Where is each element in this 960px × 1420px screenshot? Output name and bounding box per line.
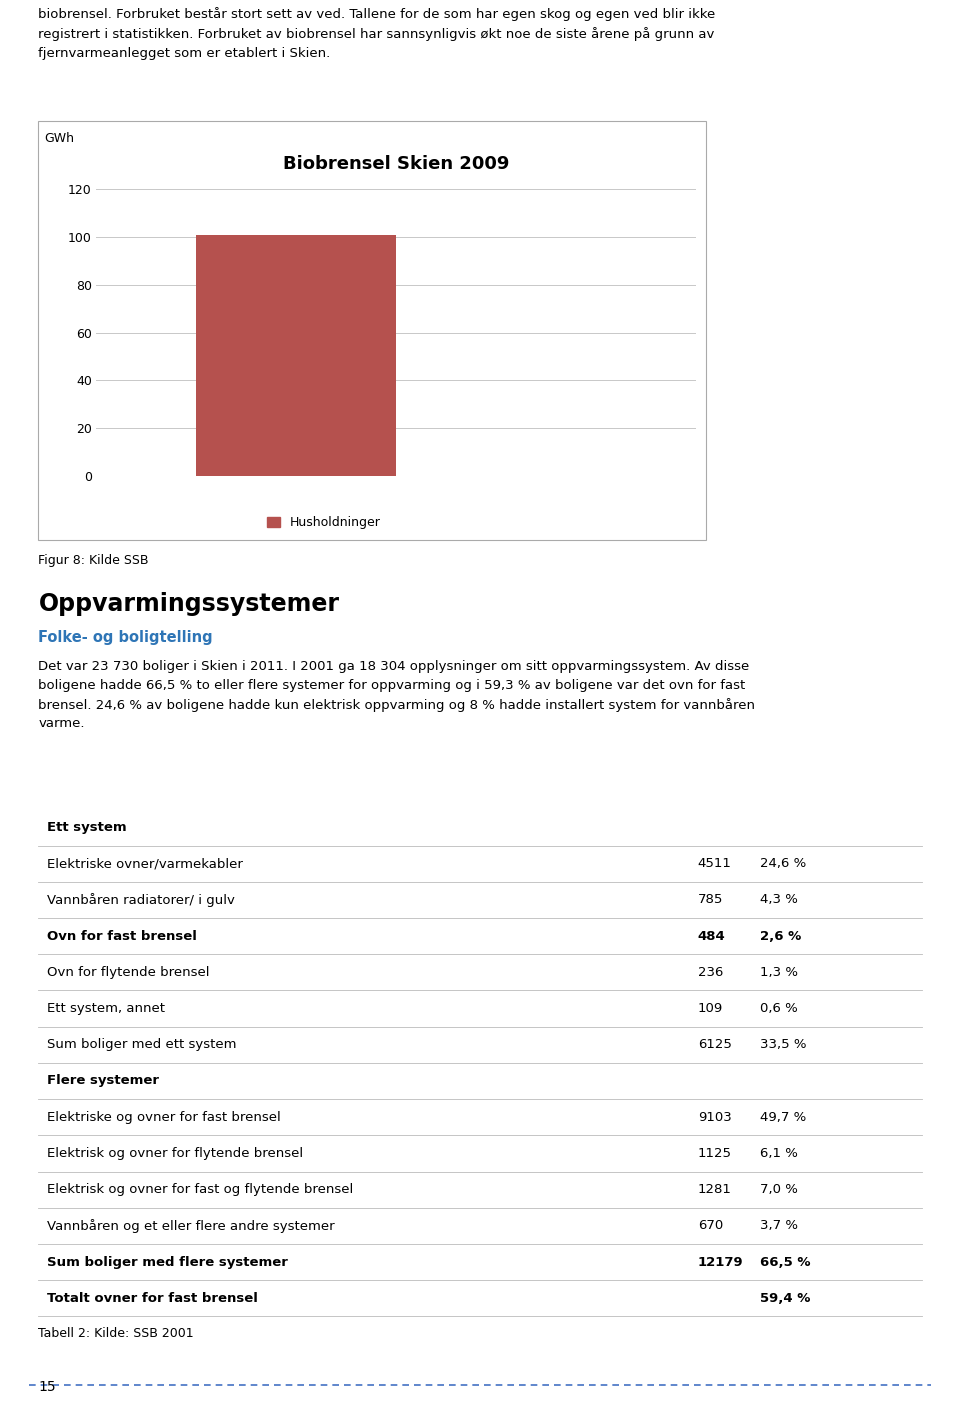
Text: 4511: 4511 xyxy=(698,858,732,870)
Text: Vannbåren radiatorer/ i gulv: Vannbåren radiatorer/ i gulv xyxy=(47,893,235,907)
Text: Elektrisk og ovner for fast og flytende brensel: Elektrisk og ovner for fast og flytende … xyxy=(47,1183,353,1196)
Text: 12179: 12179 xyxy=(698,1255,743,1268)
Text: 484: 484 xyxy=(698,930,726,943)
Text: 1,3 %: 1,3 % xyxy=(759,966,798,978)
Text: 670: 670 xyxy=(698,1220,723,1233)
Text: Vannbåren og et eller flere andre systemer: Vannbåren og et eller flere andre system… xyxy=(47,1218,335,1233)
Text: Ovn for fast brensel: Ovn for fast brensel xyxy=(47,930,197,943)
Text: 3,7 %: 3,7 % xyxy=(759,1220,798,1233)
Text: Flere systemer: Flere systemer xyxy=(47,1075,159,1088)
Text: 1125: 1125 xyxy=(698,1147,732,1160)
Text: 66,5 %: 66,5 % xyxy=(759,1255,810,1268)
Text: Ett system, annet: Ett system, annet xyxy=(47,1003,165,1015)
Text: Folke- og boligtelling: Folke- og boligtelling xyxy=(38,630,213,646)
Text: Oppvarmingssystemer: Oppvarmingssystemer xyxy=(38,592,340,616)
Legend: Husholdninger: Husholdninger xyxy=(267,515,381,530)
Text: 109: 109 xyxy=(698,1003,723,1015)
Text: Ovn for flytende brensel: Ovn for flytende brensel xyxy=(47,966,209,978)
Text: Sum boliger med ett system: Sum boliger med ett system xyxy=(47,1038,237,1051)
Text: Sum boliger med flere systemer: Sum boliger med flere systemer xyxy=(47,1255,288,1268)
Text: 6,1 %: 6,1 % xyxy=(759,1147,798,1160)
Text: 2,6 %: 2,6 % xyxy=(759,930,801,943)
Text: Det var 23 730 boliger i Skien i 2011. I 2001 ga 18 304 opplysninger om sitt opp: Det var 23 730 boliger i Skien i 2011. I… xyxy=(38,660,756,730)
Text: 785: 785 xyxy=(698,893,723,906)
Text: 15: 15 xyxy=(38,1380,56,1394)
Text: Elektrisk og ovner for flytende brensel: Elektrisk og ovner for flytende brensel xyxy=(47,1147,303,1160)
Bar xyxy=(196,234,396,476)
Text: Elektriske og ovner for fast brensel: Elektriske og ovner for fast brensel xyxy=(47,1110,281,1123)
Text: Antall: Antall xyxy=(701,785,745,798)
Text: 7,0 %: 7,0 % xyxy=(759,1183,798,1196)
Text: 59,4 %: 59,4 % xyxy=(759,1292,810,1305)
Text: biobrensel. Forbruket består stort sett av ved. Tallene for de som har egen skog: biobrensel. Forbruket består stort sett … xyxy=(38,7,715,60)
Text: 0,6 %: 0,6 % xyxy=(759,1003,798,1015)
Text: Ett system: Ett system xyxy=(47,821,127,834)
Text: 6125: 6125 xyxy=(698,1038,732,1051)
Text: Totalt ovner for fast brensel: Totalt ovner for fast brensel xyxy=(47,1292,258,1305)
Title: Biobrensel Skien 2009: Biobrensel Skien 2009 xyxy=(283,155,509,173)
Text: 49,7 %: 49,7 % xyxy=(759,1110,805,1123)
Text: Tabell 2: Kilde: SSB 2001: Tabell 2: Kilde: SSB 2001 xyxy=(38,1328,194,1340)
Text: 4,3 %: 4,3 % xyxy=(759,893,798,906)
Text: 24,6 %: 24,6 % xyxy=(759,858,805,870)
Text: Oppvarmingssystem i boliger: Oppvarmingssystem i boliger xyxy=(47,785,267,798)
Text: 1281: 1281 xyxy=(698,1183,732,1196)
Text: Figur 8: Kilde SSB: Figur 8: Kilde SSB xyxy=(38,554,149,567)
Text: GWh: GWh xyxy=(44,132,74,145)
Text: 9103: 9103 xyxy=(698,1110,732,1123)
Text: 33,5 %: 33,5 % xyxy=(759,1038,806,1051)
Text: Elektriske ovner/varmekabler: Elektriske ovner/varmekabler xyxy=(47,858,243,870)
Text: 236: 236 xyxy=(698,966,723,978)
